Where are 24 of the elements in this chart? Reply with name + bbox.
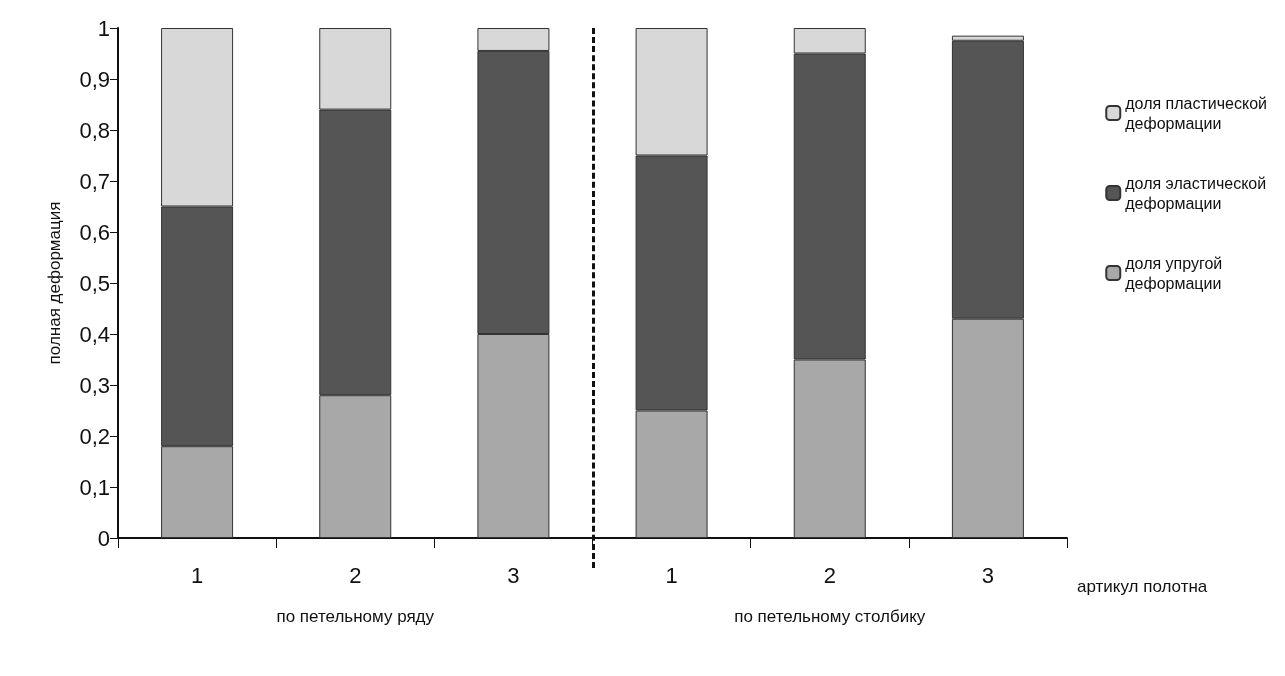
x-tick-label: 2 xyxy=(349,562,362,588)
x-tick-label: 1 xyxy=(665,562,678,588)
y-tick-label: 0 xyxy=(97,525,110,551)
y-tick-label: 0,6 xyxy=(79,219,110,245)
y-tick-label: 0,4 xyxy=(79,321,110,347)
x-tick-label: 3 xyxy=(981,562,995,588)
x-tick-label: 2 xyxy=(823,562,836,588)
text: по петельному ряду xyxy=(276,607,435,626)
x-tick-label: 1 xyxy=(190,562,204,588)
legend-label: доля пластической деформации xyxy=(1125,94,1268,132)
y-tick-label: 1 xyxy=(97,15,110,41)
y-tick-label: 0,8 xyxy=(79,117,110,143)
legend-label: доля эластической деформации xyxy=(1125,174,1267,212)
y-tick-label: 0,1 xyxy=(79,474,110,500)
x-axis-title: артикул полотна xyxy=(1077,577,1208,596)
x-tick-label: 3 xyxy=(507,562,520,588)
text: по петельному столбику xyxy=(734,607,926,626)
y-tick-label: 0,3 xyxy=(79,372,110,398)
y-tick-label: 0,5 xyxy=(79,270,110,296)
y-tick-label: 0,7 xyxy=(79,168,110,194)
y-tick-label: 0,9 xyxy=(79,66,110,92)
legend-label: доля упругой деформации xyxy=(1125,254,1223,292)
y-tick-label: 0,2 xyxy=(79,423,110,449)
y-axis-title: полная деформация xyxy=(45,201,64,365)
